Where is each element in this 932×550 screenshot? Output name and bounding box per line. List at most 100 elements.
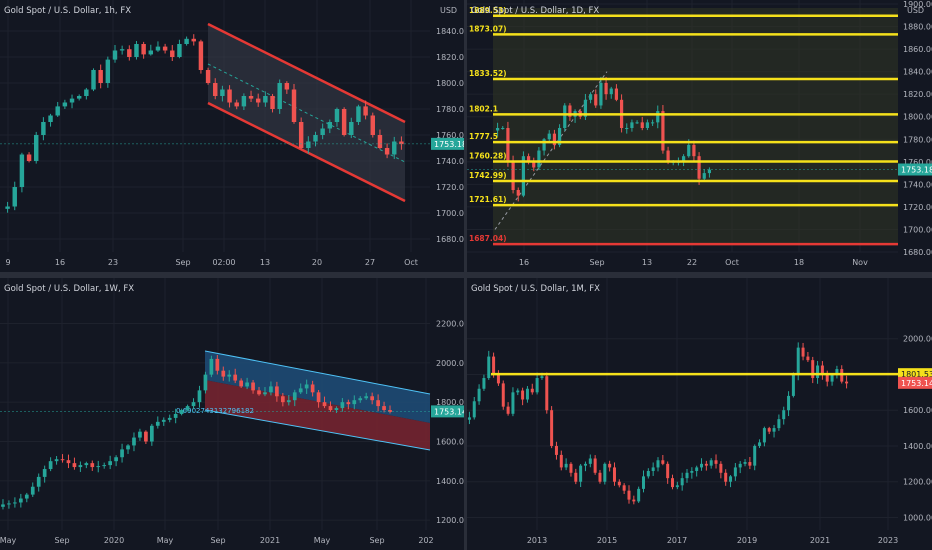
y-tick-label: 1400.00 <box>903 442 932 451</box>
candle-body <box>119 49 125 51</box>
y-tick-label: 1700.00 <box>436 209 464 218</box>
candle-body <box>13 502 17 504</box>
candle-body <box>320 128 325 135</box>
candle-body <box>263 392 267 395</box>
candle-body <box>845 381 849 384</box>
y-tick-label: 1720.00 <box>903 203 932 212</box>
candle-body <box>248 96 254 99</box>
candle-body <box>777 419 781 429</box>
candle-body <box>767 428 771 432</box>
candle-body <box>748 462 752 466</box>
candle-body <box>787 395 791 411</box>
candle-body <box>496 374 500 384</box>
candle-body <box>269 386 273 393</box>
x-tick-label: May <box>0 536 17 545</box>
candle-body <box>733 467 737 477</box>
candle-body <box>622 485 626 491</box>
x-tick-label: Sep <box>54 536 69 545</box>
fib-level-label: 1742.99) <box>469 171 507 180</box>
fib-level-label: 1760.28) <box>469 152 507 161</box>
last-price-tag <box>431 405 464 418</box>
candle-body <box>91 70 96 90</box>
candle-body <box>542 139 546 151</box>
pane-divider-horizontal[interactable] <box>0 272 932 278</box>
y-tick-label: 1200.00 <box>436 516 464 525</box>
candle-body <box>625 128 629 129</box>
fib-zone-fill <box>493 8 898 245</box>
candle-body <box>155 421 160 426</box>
candle-body <box>724 472 728 482</box>
candle-body <box>24 494 29 499</box>
candle-body <box>392 141 397 155</box>
chart-1w[interactable]: 2200.00 2000.00 1800.00 1600.00 1400.00 1200.… <box>0 278 464 550</box>
candle-body <box>661 111 665 151</box>
y-tick-label: 1600.00 <box>436 438 464 447</box>
candle-body <box>738 463 742 468</box>
channel-lower-line <box>207 101 406 203</box>
candle-body <box>255 98 261 103</box>
candle-body <box>34 135 39 161</box>
last-price-text: 1753.14 <box>434 407 464 416</box>
candle-body <box>467 417 471 420</box>
chart-title: Gold Spot / U.S. Dollar, 1W, FX <box>4 284 134 294</box>
candle-body <box>148 50 154 55</box>
candle-body <box>341 109 347 135</box>
candle-body <box>550 410 554 446</box>
chart-pane-1w[interactable]: 2200.00 2000.00 1800.00 1600.00 1400.00 1200.… <box>0 278 464 550</box>
y-tick-label: 1680.00 <box>903 248 932 257</box>
fib-level-label: 1833.52) <box>469 69 507 78</box>
candle-body <box>579 465 583 482</box>
candle-body <box>516 190 520 196</box>
candle-body <box>185 406 190 411</box>
channel-upper-fill <box>205 351 430 423</box>
candle-body <box>191 38 196 42</box>
candle-body <box>327 122 333 129</box>
candle-body <box>680 478 684 486</box>
candle-body <box>76 96 82 99</box>
candle-body <box>477 388 481 402</box>
channel-lower-fill <box>205 380 430 450</box>
candle-body <box>671 478 675 488</box>
candle-body <box>511 161 515 190</box>
chart-pane-1m[interactable]: 2000.001800.001600.001400.001200.001000.… <box>467 278 932 550</box>
candle-body <box>599 82 603 106</box>
candle-body <box>203 374 208 391</box>
chart-1m[interactable]: 2000.001800.001600.001400.001200.001000.… <box>467 278 932 550</box>
chart-1h[interactable]: 1840.00 1820.00 1800.00 1780.00 1760.00 1740.… <box>0 0 464 272</box>
candle-body <box>666 150 670 162</box>
last-price-text: 1753.18 <box>901 166 932 175</box>
x-tick-label: 2020 <box>104 536 124 545</box>
candle-body <box>322 402 327 407</box>
y-tick-label: 1820.00 <box>436 53 464 62</box>
y-tick-label: 1200.00 <box>903 478 932 487</box>
candle-body <box>557 128 562 145</box>
candle-body <box>18 498 23 503</box>
candle-body <box>149 425 154 442</box>
candle-body <box>55 106 60 116</box>
candle-body <box>608 463 612 468</box>
candle-body <box>651 467 655 471</box>
candle-body <box>328 406 333 411</box>
candle-body <box>205 70 211 83</box>
candle-body <box>604 82 608 95</box>
x-tick-label: 22 <box>687 258 697 267</box>
x-tick-label: 23 <box>108 258 118 267</box>
candle-body <box>609 88 613 95</box>
candle-body <box>569 463 573 473</box>
chart-pane-1d[interactable]: 1900.00 1880.00 1860.00 1840.00 1820.00 1800.… <box>467 0 932 272</box>
candle-body <box>105 59 111 83</box>
candle-body <box>349 122 354 135</box>
candle-body <box>340 402 345 409</box>
candle-body <box>796 347 800 375</box>
candle-body <box>84 89 89 96</box>
candle-body <box>687 144 691 157</box>
candle-body <box>84 463 89 466</box>
y-tick-label: 1840.00 <box>903 68 932 77</box>
candle-body <box>758 442 762 446</box>
candle-body <box>568 105 572 117</box>
chart-1d[interactable]: 1900.00 1880.00 1860.00 1840.00 1820.00 1800.… <box>467 0 932 272</box>
x-tick-label: 18 <box>794 258 804 267</box>
y-tick-label: 2000.00 <box>903 335 932 344</box>
chart-pane-1h[interactable]: 1840.00 1820.00 1800.00 1780.00 1760.00 1740.… <box>0 0 464 272</box>
x-tick-label: Nov <box>852 258 868 267</box>
